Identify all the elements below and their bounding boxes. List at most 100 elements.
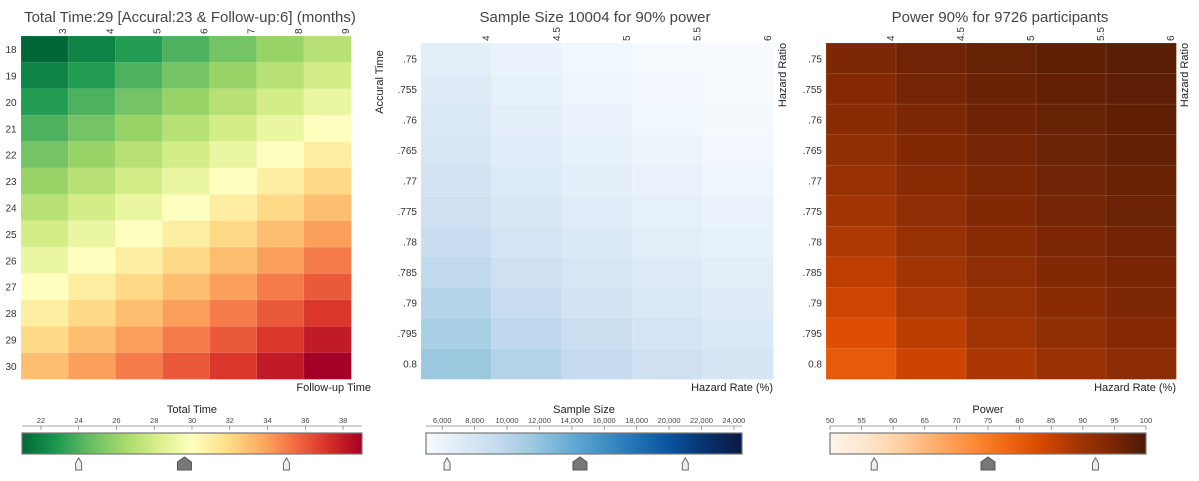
heatmap-cell	[491, 73, 563, 105]
heatmap-cell	[561, 164, 633, 197]
range-handle-right[interactable]	[1091, 457, 1099, 471]
colorbar-tick-label: 24,000	[722, 416, 745, 425]
colorbar-tick-label: 80	[1015, 416, 1023, 425]
y-tick-label: .77	[403, 176, 417, 187]
heatmap-cell	[303, 62, 352, 90]
heatmap-cell	[67, 325, 116, 354]
value-marker[interactable]	[980, 456, 996, 471]
heatmap-cell	[1035, 317, 1107, 350]
heatmap-cell	[561, 348, 633, 380]
heatmap-cell	[209, 273, 258, 301]
heatmap-cell	[303, 35, 352, 64]
heatmap-cell	[1105, 73, 1177, 105]
colorbar-tick-label: 70	[952, 416, 960, 425]
heatmap-cell	[561, 317, 633, 350]
heatmap-cell	[491, 348, 563, 380]
colorbar-tick-label: 6,000	[433, 416, 452, 425]
heatmap-cell	[115, 114, 164, 143]
heatmap-cell	[67, 194, 116, 222]
heatmap-cell	[825, 226, 897, 258]
x-tick-label: 5	[152, 28, 163, 34]
colorbar-tick-label: 60	[889, 416, 897, 425]
y-tick-label: .765	[398, 146, 418, 157]
heatmap-cell	[67, 35, 116, 64]
heatmap-cell	[895, 134, 967, 166]
x-tick-label: 4	[886, 35, 897, 41]
heatmap-cell	[631, 226, 704, 258]
y-tick-label: .795	[398, 329, 418, 340]
heatmap-cell	[631, 195, 704, 227]
heatmap-cell	[20, 246, 69, 275]
heatmap-cell	[20, 352, 69, 380]
y-tick-label: 29	[5, 335, 17, 346]
heatmap-cell	[303, 194, 352, 222]
heatmap-cell	[825, 317, 897, 350]
heatmap-cell	[303, 167, 352, 195]
heatmap-cell	[209, 246, 258, 275]
heatmap-cell	[420, 287, 493, 319]
colorbar-bar	[425, 432, 743, 455]
heatmap-cell	[895, 256, 967, 289]
colorbar-label: Power	[972, 404, 1004, 416]
heatmap-cell	[303, 88, 352, 116]
heatmap-cell	[162, 325, 211, 354]
colorbar-tick-label: 26	[112, 416, 120, 425]
heatmap-cell	[162, 273, 211, 301]
heatmap-cell	[702, 73, 774, 105]
x-tick-label: 5	[622, 35, 633, 41]
heatmap-cell	[965, 287, 1037, 319]
heatmap-cell	[491, 195, 563, 227]
heatmap-cell	[965, 164, 1037, 197]
heatmap-cell	[162, 220, 211, 248]
value-marker[interactable]	[572, 456, 588, 471]
heatmap-cell	[115, 141, 164, 169]
x-tick-label: 4.5	[552, 27, 563, 41]
heatmap-cell	[965, 195, 1037, 227]
heatmap-panel-2: Sample Size 10004 for 90% power 4 4.5 5 5.5 6…	[398, 9, 789, 471]
heatmap-cell	[303, 273, 352, 301]
heatmap-cell	[1035, 42, 1107, 75]
heatmap-cell	[1035, 134, 1107, 166]
range-handle-right[interactable]	[282, 457, 290, 471]
heatmap-cell	[825, 348, 897, 380]
heatmap-cell	[256, 88, 305, 116]
heatmap-cell	[561, 287, 633, 319]
range-handle-right[interactable]	[681, 457, 689, 471]
heatmap-cell	[561, 226, 633, 258]
heatmap-cell	[20, 220, 69, 248]
y-tick-label: .78	[403, 238, 417, 249]
colorbar-tick-label: 38	[339, 416, 347, 425]
heatmap-cell	[303, 246, 352, 275]
heatmap-cell	[162, 246, 211, 275]
heatmap-cell	[209, 167, 258, 195]
heatmap-cell	[256, 246, 305, 275]
y-tick-label: .795	[803, 329, 823, 340]
chart-title: Total Time:29 [Accural:23 & Follow-up:6]…	[24, 9, 356, 26]
heatmap-cell	[702, 164, 774, 197]
heatmap-cell	[1105, 42, 1177, 75]
heatmap-cell	[256, 35, 305, 64]
heatmap-cell	[965, 348, 1037, 380]
heatmap-cell	[702, 287, 774, 319]
value-marker[interactable]	[176, 456, 192, 471]
x-tick-label: 6	[763, 35, 774, 41]
heatmap-cell	[115, 246, 164, 275]
heatmap-cell	[825, 42, 897, 75]
colorbar-label: Total Time	[167, 404, 217, 416]
heatmap-cell	[1035, 256, 1107, 289]
range-handle-left[interactable]	[443, 457, 451, 471]
range-handle-left[interactable]	[75, 457, 83, 471]
heatmap-cell	[1035, 348, 1107, 380]
heatmap-cell	[895, 164, 967, 197]
heatmap-cell	[20, 194, 69, 222]
heatmap-cell	[209, 299, 258, 327]
heatmap-cell	[162, 62, 211, 90]
heatmap-cell	[67, 167, 116, 195]
colorbar-tick-label: 10,000	[496, 416, 519, 425]
heatmap-cell	[420, 348, 493, 380]
heatmap-cell	[1035, 195, 1107, 227]
colorbar-tick-label: 100	[1140, 416, 1153, 425]
range-handle-left[interactable]	[870, 457, 878, 471]
heatmap-cell	[702, 317, 774, 350]
